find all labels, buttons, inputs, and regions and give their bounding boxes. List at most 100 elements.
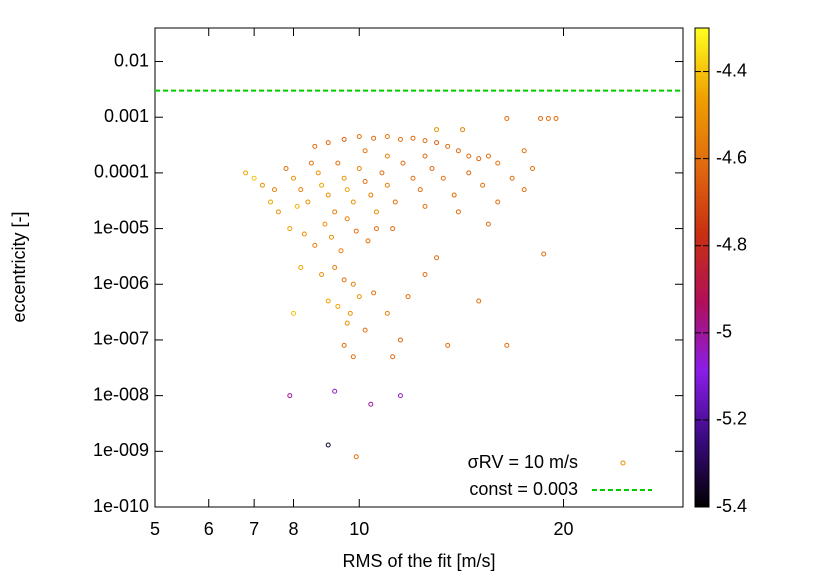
colorbar-step bbox=[695, 123, 709, 129]
point bbox=[480, 182, 486, 188]
colorbar-step bbox=[695, 107, 709, 113]
point bbox=[384, 134, 390, 140]
colorbar-step bbox=[695, 335, 709, 340]
point bbox=[476, 298, 482, 304]
colorbar-step bbox=[695, 319, 709, 324]
x-tick-label: 5 bbox=[150, 519, 160, 539]
point bbox=[283, 165, 289, 171]
colorbar-tick-label: -5.4 bbox=[716, 496, 747, 516]
colorbar-step bbox=[695, 375, 709, 380]
colorbar-step bbox=[695, 327, 709, 332]
legend-swatch bbox=[620, 460, 626, 466]
point bbox=[422, 138, 428, 144]
colorbar-step bbox=[695, 35, 709, 41]
point bbox=[538, 115, 544, 121]
colorbar-step bbox=[695, 439, 709, 444]
point bbox=[417, 187, 423, 193]
point bbox=[410, 135, 416, 141]
point bbox=[344, 320, 350, 326]
point bbox=[356, 294, 362, 300]
point bbox=[344, 187, 350, 193]
point bbox=[291, 310, 297, 316]
point bbox=[373, 226, 379, 232]
colorbar-step bbox=[695, 303, 709, 308]
colorbar-step bbox=[695, 471, 709, 476]
y-tick-label: 1e-009 bbox=[93, 440, 149, 460]
x-axis-label: RMS of the fit [m/s] bbox=[342, 551, 495, 571]
colorbar-step bbox=[695, 135, 709, 141]
point bbox=[305, 199, 311, 205]
colorbar-step bbox=[695, 247, 709, 253]
point bbox=[356, 134, 362, 140]
point bbox=[328, 234, 334, 240]
colorbar-step bbox=[695, 467, 709, 472]
point bbox=[368, 192, 374, 198]
colorbar-step bbox=[695, 243, 709, 249]
colorbar-step bbox=[695, 407, 709, 412]
colorbar-step bbox=[695, 503, 709, 508]
point bbox=[298, 187, 304, 193]
point bbox=[422, 203, 428, 209]
colorbar-step bbox=[695, 175, 709, 181]
colorbar-step bbox=[695, 223, 709, 229]
colorbar-step bbox=[695, 363, 709, 368]
colorbar-step bbox=[695, 95, 709, 101]
point bbox=[379, 170, 385, 176]
colorbar-step bbox=[695, 39, 709, 45]
y-tick-label: 0.0001 bbox=[94, 162, 149, 182]
y-tick-label: 1e-007 bbox=[93, 329, 149, 349]
point bbox=[460, 127, 466, 133]
point bbox=[362, 179, 368, 185]
colorbar-step bbox=[695, 287, 709, 292]
colorbar-step bbox=[695, 383, 709, 388]
point bbox=[521, 187, 527, 193]
point bbox=[434, 140, 440, 146]
point bbox=[434, 255, 440, 261]
point bbox=[504, 342, 510, 348]
colorbar-tick-label: -4.8 bbox=[716, 234, 747, 254]
colorbar-step bbox=[695, 263, 709, 268]
x-tick-label: 10 bbox=[349, 519, 369, 539]
colorbar-step bbox=[695, 103, 709, 109]
colorbar-step bbox=[695, 131, 709, 137]
point bbox=[353, 454, 359, 460]
colorbar-step bbox=[695, 71, 709, 77]
point bbox=[332, 209, 338, 215]
colorbar-step bbox=[695, 307, 709, 312]
colorbar-step bbox=[695, 163, 709, 169]
colorbar-step bbox=[695, 463, 709, 468]
colorbar-step bbox=[695, 311, 709, 316]
point bbox=[400, 160, 406, 166]
point bbox=[371, 135, 377, 141]
x-tick-label: 7 bbox=[249, 519, 259, 539]
point bbox=[287, 393, 293, 399]
point bbox=[392, 199, 398, 205]
point bbox=[440, 175, 446, 181]
colorbar-step bbox=[695, 447, 709, 452]
colorbar-tick-label: -4.6 bbox=[716, 147, 747, 167]
y-tick-label: 1e-008 bbox=[93, 384, 149, 404]
point bbox=[390, 226, 396, 232]
colorbar-step bbox=[695, 159, 709, 165]
point bbox=[455, 209, 461, 215]
x-tick-label: 20 bbox=[554, 519, 574, 539]
colorbar-step bbox=[695, 83, 709, 89]
y-tick-label: 1e-005 bbox=[93, 217, 149, 237]
plot-frame bbox=[154, 27, 684, 508]
point bbox=[485, 153, 491, 159]
point bbox=[291, 175, 297, 181]
colorbar-step bbox=[695, 187, 709, 193]
colorbar-step bbox=[695, 139, 709, 145]
point bbox=[405, 294, 411, 300]
colorbar-step bbox=[695, 499, 709, 504]
colorbar-step bbox=[695, 283, 709, 288]
colorbar-step bbox=[695, 279, 709, 284]
point bbox=[344, 216, 350, 222]
point bbox=[529, 165, 535, 171]
colorbar-step bbox=[695, 155, 709, 161]
point bbox=[301, 231, 307, 237]
colorbar-frame bbox=[694, 27, 710, 508]
point bbox=[373, 209, 379, 215]
colorbar-step bbox=[695, 51, 709, 57]
